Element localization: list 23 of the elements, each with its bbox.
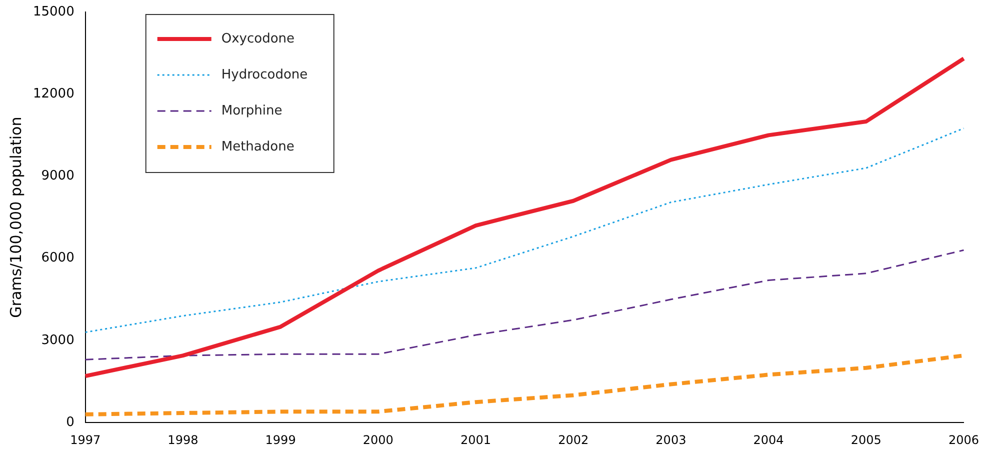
x-tick-label: 2003 [656, 432, 686, 447]
x-tick-label: 2004 [753, 432, 784, 447]
legend-label: Hydrocodone [221, 67, 308, 82]
y-tick-label: 0 [66, 414, 74, 430]
y-tick-label: 9000 [41, 168, 74, 184]
x-tick-label: 1999 [265, 432, 296, 447]
x-tick-label: 2001 [460, 432, 492, 447]
x-tick-label: 2005 [850, 432, 882, 447]
x-tick-label: 2000 [362, 432, 394, 447]
line-series [84, 249, 964, 360]
x-tick-label: 1997 [70, 432, 101, 447]
x-tick-label: 2002 [558, 432, 589, 447]
y-tick-label: 12000 [32, 86, 74, 102]
line-series [84, 128, 964, 334]
x-tick-label: 1998 [168, 432, 198, 447]
legend-label: Oxycodone [221, 31, 295, 46]
y-tick-label: 15000 [32, 4, 74, 20]
legend-label: Methadone [221, 139, 294, 154]
y-tick-label: 6000 [41, 250, 74, 266]
y-tick-label: 3000 [41, 332, 74, 348]
x-tick-label: 2006 [948, 432, 980, 447]
legend-label: Morphine [221, 103, 282, 118]
y-axis-title: Grams/100,000 population [6, 116, 25, 318]
